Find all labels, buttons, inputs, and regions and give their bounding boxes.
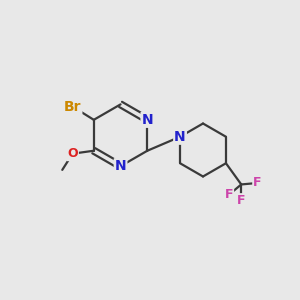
Text: F: F [237,194,245,207]
Text: N: N [115,159,126,173]
Text: O: O [67,147,78,160]
Text: N: N [174,130,186,144]
Text: F: F [253,176,262,190]
Text: Br: Br [64,100,81,114]
Text: N: N [142,113,153,127]
Text: F: F [225,188,233,201]
